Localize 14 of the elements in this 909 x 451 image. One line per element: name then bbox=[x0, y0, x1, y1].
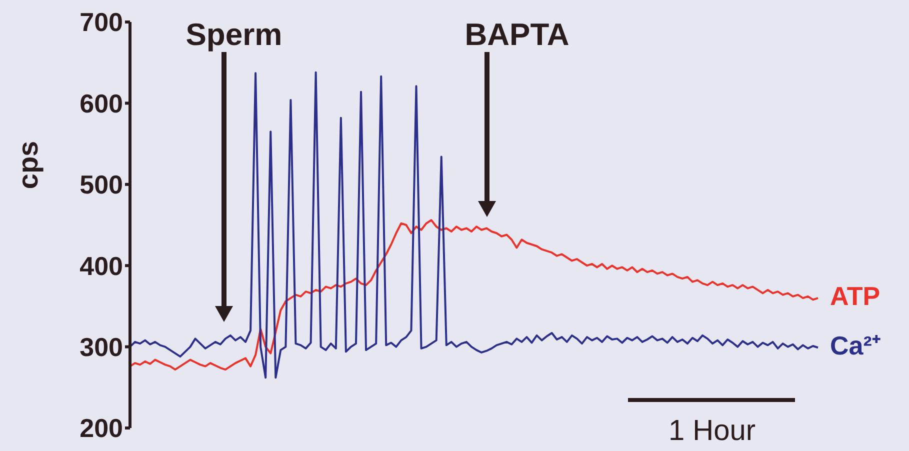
y-tick-label: 300 bbox=[80, 332, 123, 362]
y-tick-label: 700 bbox=[80, 7, 123, 38]
line-series bbox=[129, 71, 819, 379]
y-tick-label: 600 bbox=[80, 88, 123, 118]
series-label: ATP bbox=[830, 280, 880, 311]
series-label: Ca²⁺ bbox=[830, 330, 881, 360]
y-tick-label: 500 bbox=[80, 170, 123, 200]
annotation: 1 Hour bbox=[668, 415, 756, 447]
line-series bbox=[129, 219, 819, 371]
y-axis-title: cps bbox=[12, 140, 44, 190]
annotation: Sperm bbox=[186, 17, 282, 52]
y-tick-label: 200 bbox=[80, 413, 123, 444]
annotation: BAPTA bbox=[464, 17, 570, 52]
y-tick-label: 400 bbox=[80, 250, 123, 281]
